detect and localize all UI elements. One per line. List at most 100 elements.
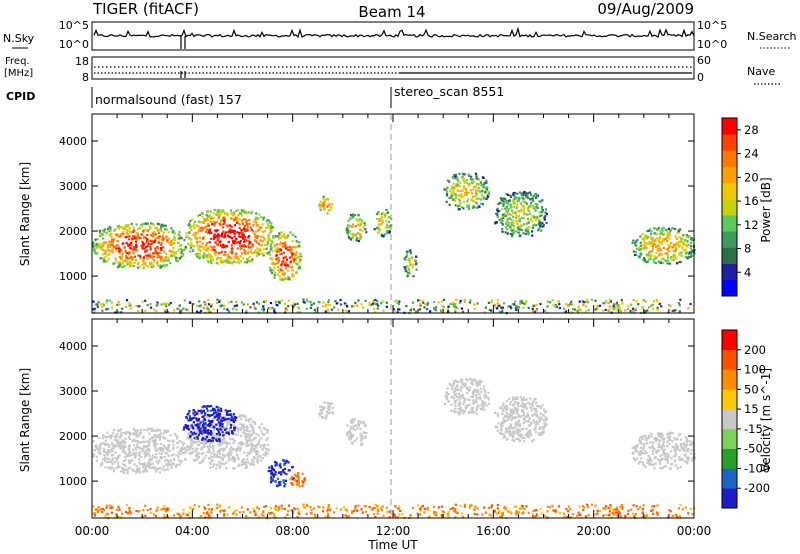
velocity-cell — [472, 391, 475, 394]
power-cell — [364, 228, 367, 231]
power-cell — [228, 310, 231, 313]
velocity-cell — [503, 433, 506, 436]
power-cell — [257, 218, 260, 221]
power-cell — [497, 304, 500, 308]
power-cell — [667, 227, 670, 230]
power-colorbar-swatch — [722, 231, 737, 248]
power-cell — [678, 310, 681, 313]
velocity-cell — [445, 391, 449, 394]
velocity-cell — [662, 438, 665, 441]
power-cell — [102, 253, 105, 256]
velocity-cell — [346, 433, 349, 436]
power-cell — [523, 217, 526, 220]
velocity-cell — [283, 471, 286, 474]
power-cell — [213, 246, 216, 249]
power-cell — [273, 266, 276, 269]
power-cell — [280, 249, 283, 252]
power-cell — [460, 206, 463, 209]
power-cell — [220, 233, 224, 236]
velocity-cell — [212, 407, 215, 410]
power-cell — [284, 264, 287, 267]
velocity-cell — [654, 462, 657, 465]
velocity-cell — [688, 440, 691, 443]
power-cell — [467, 207, 471, 210]
power-cell — [106, 260, 109, 263]
power-cell — [92, 308, 95, 311]
velocity-cell — [209, 438, 212, 441]
power-cell — [139, 257, 142, 260]
velocity-cell — [685, 441, 688, 444]
velocity-cell — [505, 408, 508, 411]
power-cell — [689, 245, 692, 248]
power-cell — [223, 304, 226, 307]
velocity-cell — [515, 412, 518, 415]
power-cell — [352, 213, 355, 216]
velocity-cell — [349, 425, 352, 428]
velocity-cell — [236, 453, 239, 456]
power-cell — [407, 267, 410, 271]
power-cell — [652, 258, 655, 261]
velocity-cell — [639, 449, 642, 452]
velocity-cell — [192, 450, 195, 453]
power-cell — [476, 177, 479, 180]
power-cell — [281, 278, 284, 281]
power-cell — [511, 205, 514, 208]
power-cell — [227, 254, 230, 257]
velocity-cell — [172, 444, 175, 447]
power-cell — [166, 310, 170, 314]
power-cell — [202, 248, 205, 251]
velocity-cell — [153, 439, 156, 442]
power-cell — [642, 244, 645, 247]
velocity-cell — [482, 402, 485, 405]
power-cell — [677, 245, 680, 248]
power-cell — [246, 223, 249, 226]
power-cell — [567, 305, 570, 308]
velocity-cell — [203, 431, 206, 434]
power-cell — [648, 254, 651, 257]
power-cell — [450, 192, 453, 195]
velocity-cell — [526, 433, 529, 437]
power-cell — [220, 304, 223, 307]
velocity-cell — [661, 466, 664, 470]
power-cell — [522, 205, 525, 209]
velocity-cell — [123, 444, 126, 447]
power-cell — [283, 302, 286, 306]
power-cell — [268, 221, 271, 224]
velocity-cell — [513, 407, 517, 410]
velocity-cell — [122, 449, 125, 452]
power-cell — [673, 228, 677, 231]
power-cell — [312, 302, 315, 305]
power-cell — [111, 239, 114, 242]
velocity-cell — [520, 404, 523, 407]
power-cell — [522, 306, 525, 309]
velocity-cell — [670, 450, 673, 453]
power-cell — [151, 232, 154, 235]
power-cell — [163, 250, 166, 253]
power-cell — [211, 223, 214, 226]
velocity-cell — [215, 467, 218, 470]
velocity-cell — [206, 440, 209, 443]
power-cell — [195, 304, 199, 307]
velocity-cell — [522, 403, 526, 406]
power-cell — [544, 208, 548, 211]
power-cell — [525, 196, 528, 199]
power-cell — [357, 299, 360, 302]
power-cell — [281, 273, 284, 276]
velocity-cell — [530, 409, 533, 412]
velocity-cell — [280, 470, 283, 474]
power-cell — [535, 224, 538, 227]
power-cell — [409, 309, 412, 312]
velocity-cell — [203, 443, 206, 446]
power-cell — [463, 187, 466, 190]
velocity-cell — [471, 406, 474, 410]
power-cell — [132, 248, 136, 251]
power-cell — [616, 309, 619, 312]
velocity-cell — [689, 452, 693, 455]
power-cell — [172, 247, 175, 250]
power-cell — [247, 244, 250, 247]
power-cell — [349, 237, 352, 240]
velocity-cell — [255, 451, 258, 454]
velocity-cell — [124, 458, 127, 461]
velocity-cell — [545, 410, 548, 413]
power-cell — [190, 241, 193, 244]
